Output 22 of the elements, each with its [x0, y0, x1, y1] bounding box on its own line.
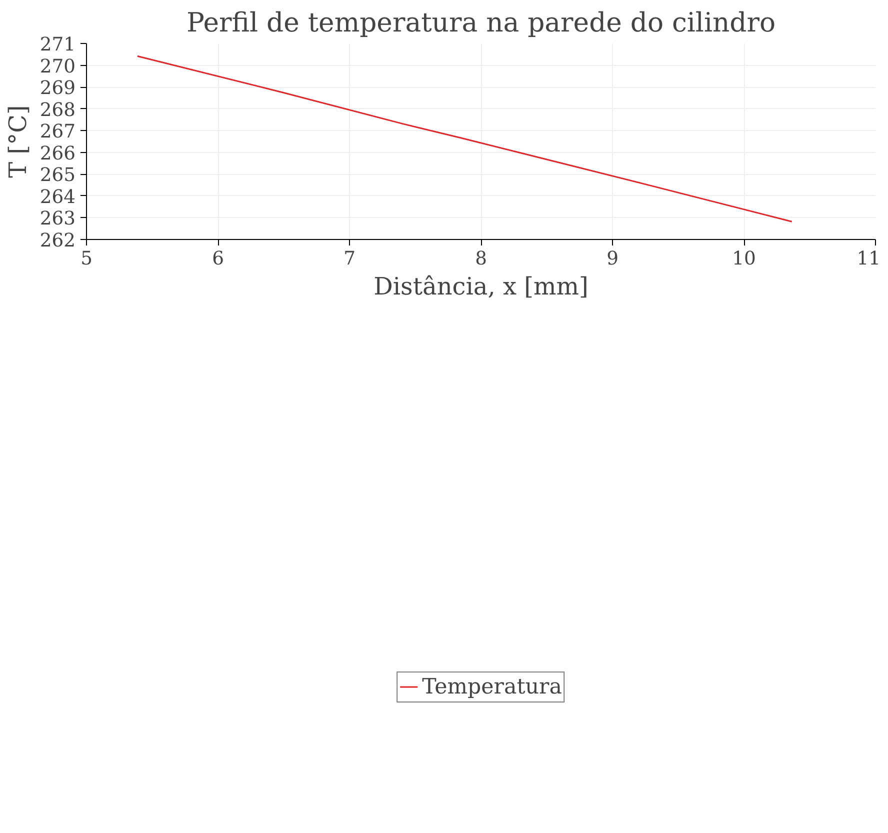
x-axis-title: Distância, x [mm] — [374, 272, 588, 300]
y-tick-label: 264 — [40, 186, 76, 208]
y-tick-label: 270 — [40, 56, 76, 78]
y-tick-label: 269 — [40, 78, 76, 100]
x-tick-label: 5 — [80, 248, 92, 270]
x-tick-label: 8 — [475, 248, 487, 270]
x-tick-label: 10 — [732, 248, 756, 270]
y-axis-title: T [°C] — [4, 105, 32, 178]
line-series — [136, 55, 793, 222]
x-tick-label: 11 — [856, 248, 881, 270]
y-tick-label: 262 — [40, 230, 76, 252]
y-tick-label: 267 — [40, 122, 76, 143]
y-tick-label: 266 — [40, 143, 76, 164]
chart-title: Perfil de temperatura na parede do cilindro — [186, 8, 776, 38]
y-tick-label: 271 — [40, 34, 76, 56]
y-tick-label: 265 — [40, 165, 76, 186]
x-tick-label: 7 — [344, 248, 356, 270]
legend-label: Temperatura — [422, 674, 562, 700]
x-tick-label: 9 — [606, 248, 618, 270]
y-tick-label: 263 — [40, 208, 76, 230]
y-tick-label: 268 — [40, 100, 76, 121]
x-tick-label: 6 — [212, 248, 224, 270]
